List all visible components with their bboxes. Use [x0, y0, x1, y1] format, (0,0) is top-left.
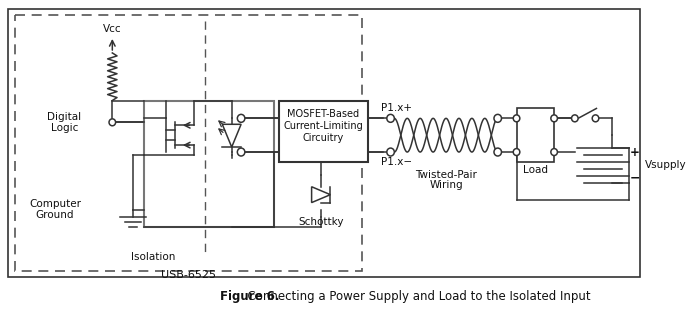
Text: P1.x−: P1.x−: [381, 157, 412, 167]
Bar: [144, 100, 274, 227]
Text: Figure 6.: Figure 6.: [220, 290, 279, 303]
Text: +: +: [630, 146, 640, 159]
Circle shape: [237, 148, 245, 156]
Circle shape: [109, 119, 116, 126]
Circle shape: [572, 115, 578, 122]
Text: Digital
Logic: Digital Logic: [48, 111, 81, 133]
Text: Twisted-Pair: Twisted-Pair: [415, 170, 477, 180]
Circle shape: [593, 115, 599, 122]
Text: −: −: [630, 171, 640, 184]
Text: Current-Limiting: Current-Limiting: [283, 121, 363, 131]
Text: Load: Load: [523, 165, 548, 175]
Text: MOSFET-Based: MOSFET-Based: [287, 109, 359, 119]
Bar: [279, 100, 368, 162]
Bar: [14, 15, 362, 271]
Circle shape: [551, 149, 557, 155]
Circle shape: [387, 148, 394, 156]
Bar: [517, 108, 554, 162]
Text: Schottky: Schottky: [298, 217, 344, 227]
Text: USB-6525: USB-6525: [161, 270, 216, 280]
Text: Circuitry: Circuitry: [302, 133, 344, 143]
Circle shape: [237, 114, 245, 122]
Text: Computer
Ground: Computer Ground: [29, 199, 81, 220]
Bar: [8, 9, 639, 277]
Text: Wiring: Wiring: [429, 180, 463, 190]
Text: Connecting a Power Supply and Load to the Isolated Input: Connecting a Power Supply and Load to th…: [240, 290, 590, 303]
Circle shape: [551, 115, 557, 122]
Circle shape: [494, 148, 502, 156]
Text: Isolation: Isolation: [132, 252, 176, 262]
Circle shape: [513, 149, 520, 155]
Circle shape: [494, 114, 502, 122]
Circle shape: [387, 114, 394, 122]
Circle shape: [513, 115, 520, 122]
Text: Vsupply: Vsupply: [646, 160, 687, 170]
Text: Vcc: Vcc: [103, 24, 122, 34]
Text: P1.x+: P1.x+: [381, 103, 412, 113]
